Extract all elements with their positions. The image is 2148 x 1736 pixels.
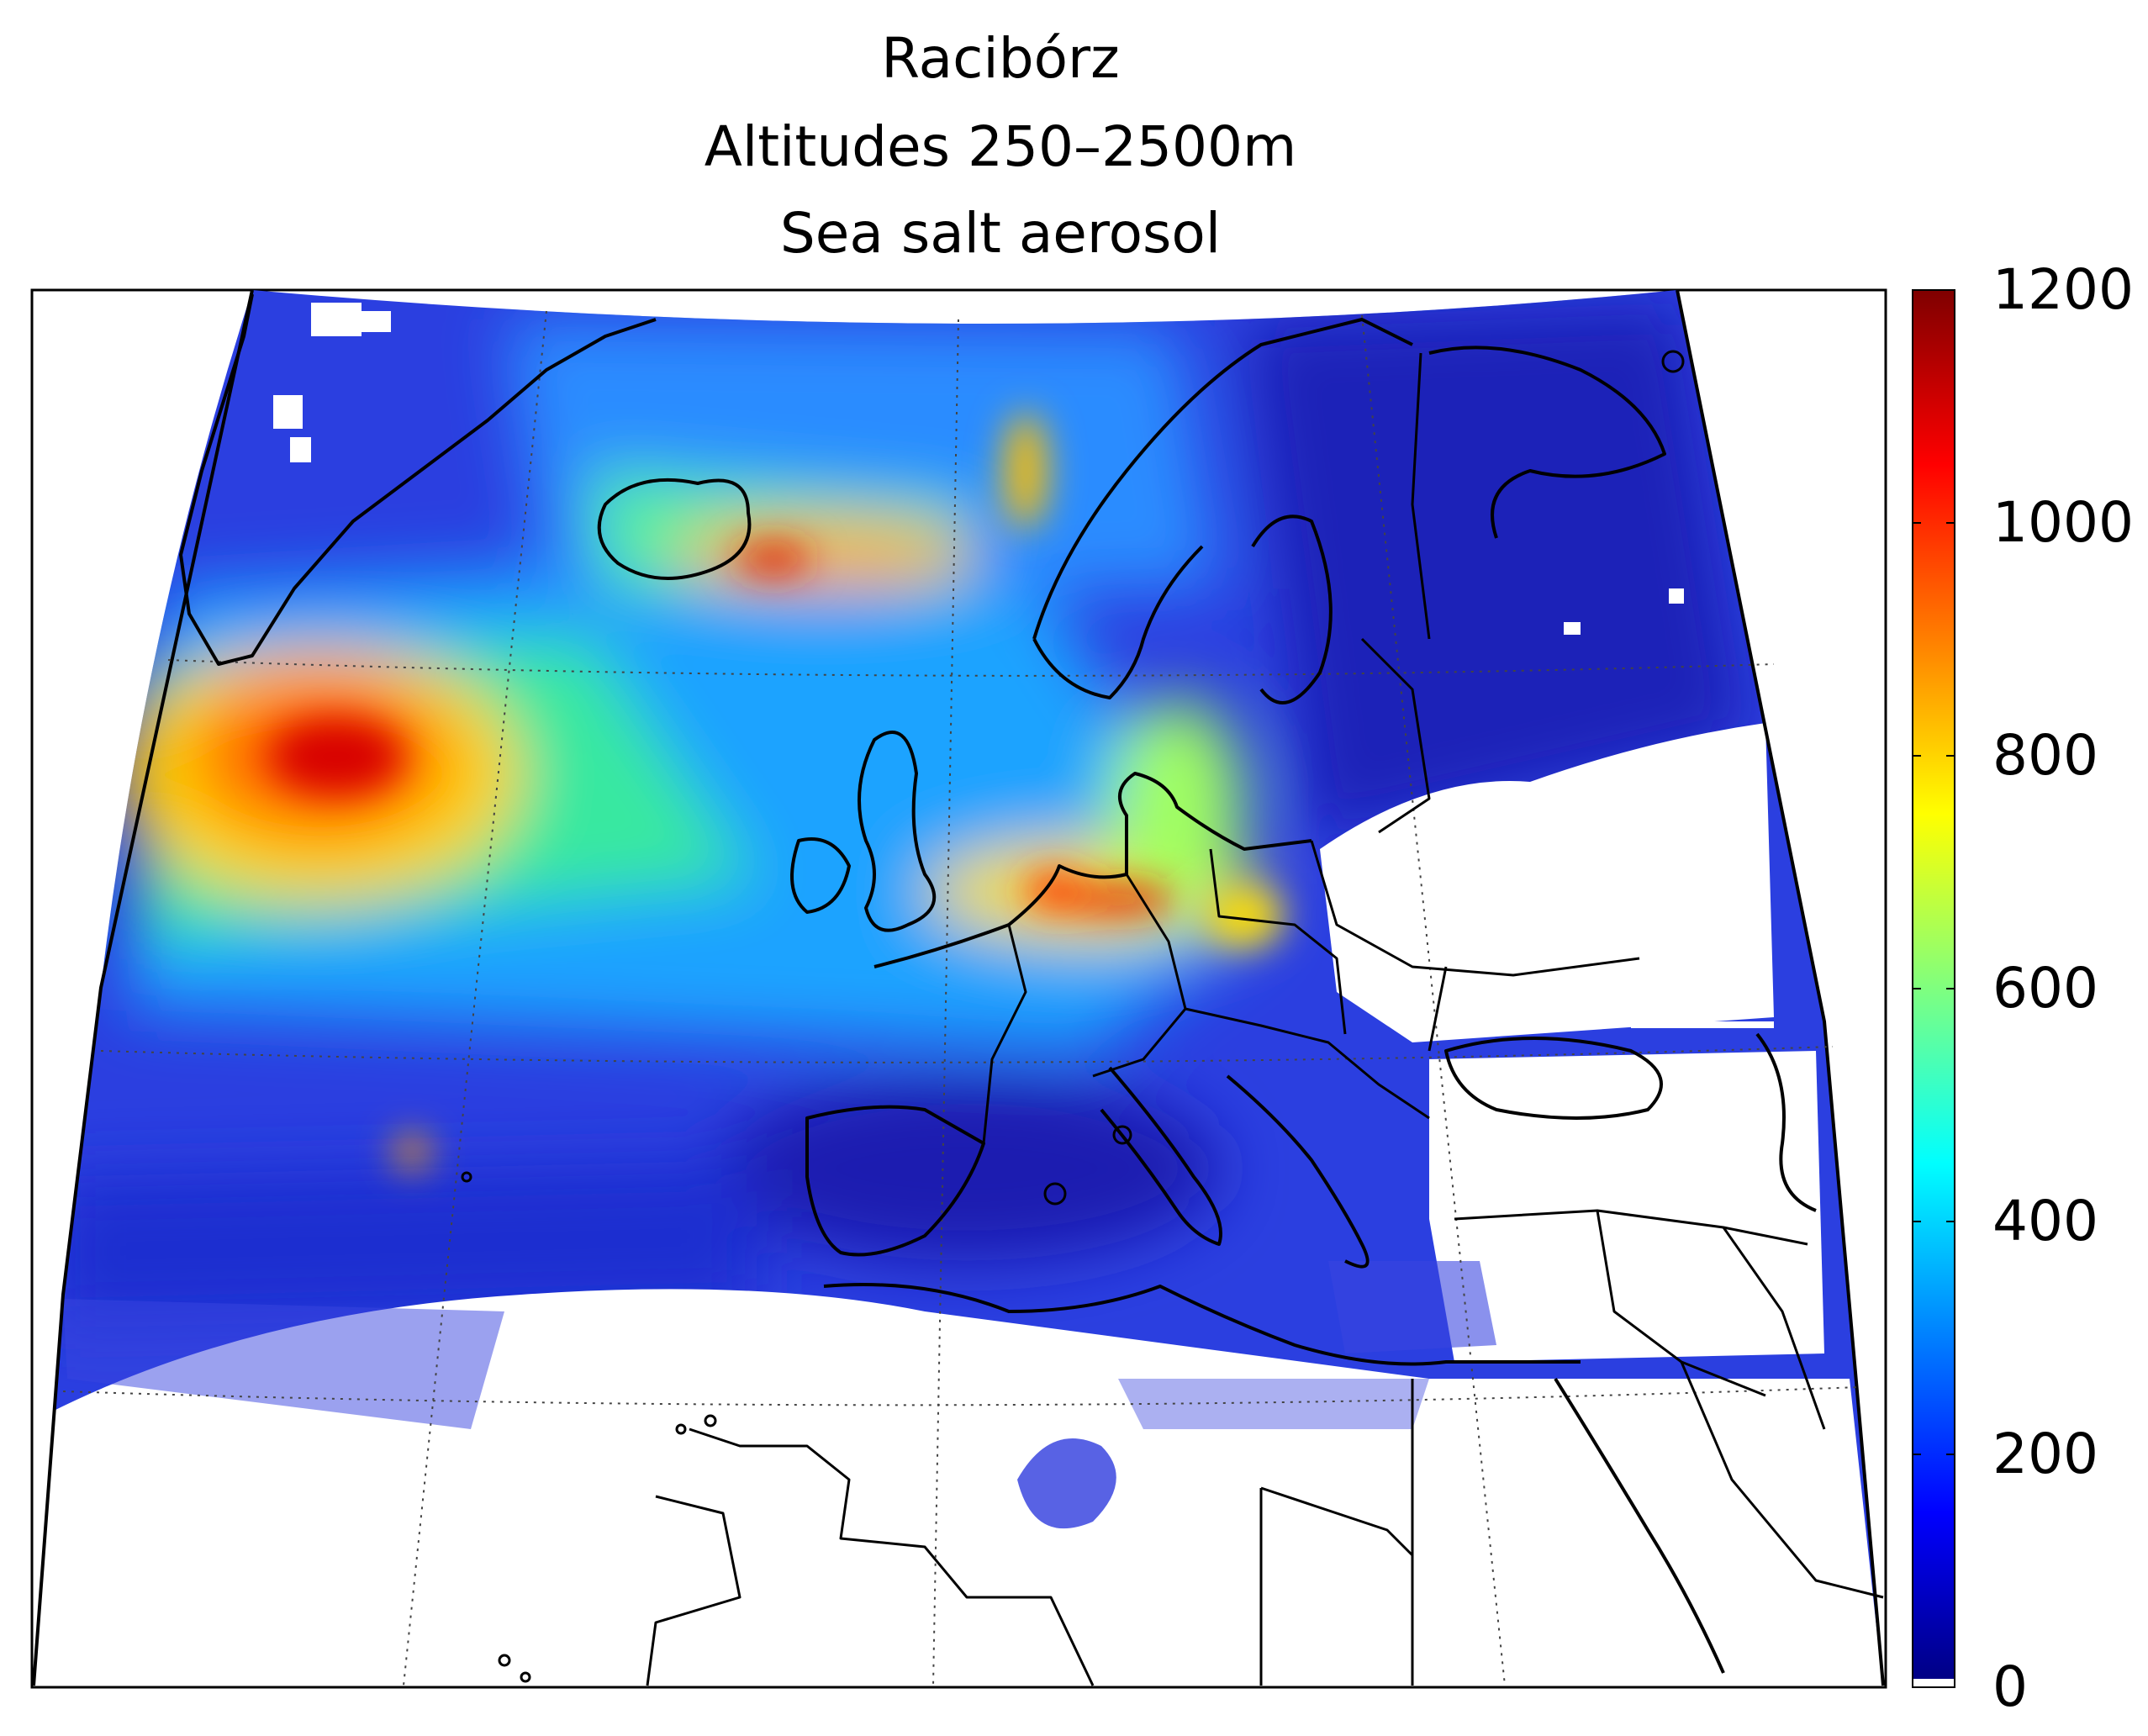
colorbar-tick-label: 1000: [1992, 490, 2134, 555]
north-africa-coast: [823, 1283, 1581, 1366]
iceland-coast: [597, 478, 752, 580]
colorbar-tick-label: 600: [1992, 956, 2098, 1021]
colorbar-tick-label: 0: [1992, 1654, 2028, 1719]
iberia-coast: [805, 1105, 985, 1257]
caspian-coast: [1755, 1032, 1817, 1212]
colorbar-tick-label: 200: [1992, 1422, 2098, 1486]
great-britain-coast: [858, 731, 937, 932]
colorbar-tick-label: 400: [1992, 1189, 2098, 1253]
islands: [461, 350, 1685, 1683]
map-subtitle-altitudes: Altitudes 250–2500m: [704, 114, 1297, 179]
missing-data-regions: [34, 303, 1883, 1686]
ireland-coast: [790, 837, 851, 914]
colorbar-missing-swatch: [1913, 1679, 1954, 1686]
coastlines: [179, 293, 1817, 1674]
country-borders: [646, 352, 1884, 1686]
domain-edge-east: [1676, 289, 1885, 1686]
domain-edge-west: [32, 289, 254, 1686]
map-subtitle-species: Sea salt aerosol: [779, 201, 1222, 266]
north-sea-coast: [873, 772, 1312, 968]
italy-coast: [1100, 1066, 1222, 1246]
concentration-field: [34, 290, 1883, 1686]
balkans-coast: [1226, 1074, 1370, 1269]
scandinavia-coast: [1032, 318, 1413, 704]
colorbar-tick-marks: [1913, 522, 1955, 1455]
map-title: Racibórz: [881, 26, 1120, 91]
colorbar-tick-label: 1200: [1992, 257, 2134, 322]
kola-coast: [1428, 346, 1666, 539]
colorbar-tick-label: 800: [1992, 723, 2098, 788]
greenland-coast: [179, 293, 657, 666]
red-sea-coast: [1554, 1377, 1725, 1674]
graticule: [62, 310, 1859, 1686]
black-sea-coast: [1444, 1037, 1663, 1120]
